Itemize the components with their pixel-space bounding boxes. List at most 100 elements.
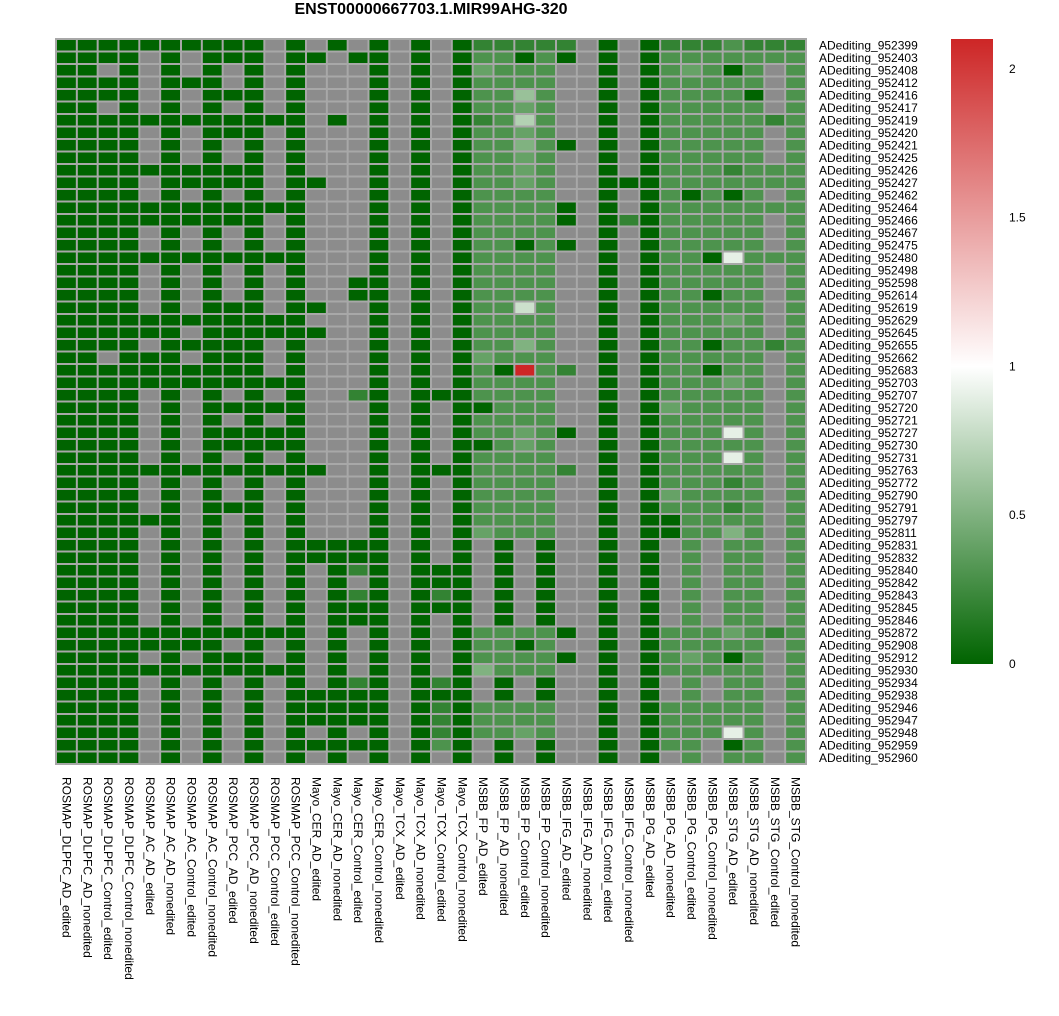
heatmap-cell xyxy=(557,77,576,88)
heatmap-cell xyxy=(57,590,76,601)
heatmap-cell xyxy=(452,402,472,413)
heatmap-cell xyxy=(223,402,243,413)
heatmap-cell xyxy=(577,590,597,601)
heatmap-cell xyxy=(265,552,285,563)
heatmap-cell xyxy=(286,527,305,538)
heatmap-cell xyxy=(327,415,347,426)
heatmap-cell xyxy=(619,465,639,476)
heatmap-cell xyxy=(57,52,76,63)
heatmap-cell xyxy=(119,452,139,463)
heatmap-cell xyxy=(702,552,722,563)
heatmap-cell xyxy=(723,727,743,738)
heatmap-cell xyxy=(390,40,410,51)
heatmap-cell xyxy=(515,415,535,426)
row-label: ADediting_952416 xyxy=(819,88,918,102)
heatmap-cell xyxy=(348,177,368,188)
heatmap-cell xyxy=(202,552,222,563)
heatmap-cell xyxy=(307,140,326,151)
heatmap-cell xyxy=(348,90,368,101)
heatmap-cell xyxy=(286,202,305,213)
heatmap-cell xyxy=(244,652,264,663)
heatmap-cell xyxy=(786,290,805,301)
heatmap-cell xyxy=(723,202,743,213)
heatmap-cell xyxy=(536,390,555,401)
heatmap-cell xyxy=(202,365,222,376)
heatmap-cell xyxy=(202,515,222,526)
heatmap-cell xyxy=(557,390,576,401)
heatmap-cell xyxy=(598,90,618,101)
row-label: ADediting_952629 xyxy=(819,313,918,327)
heatmap-cell xyxy=(765,540,785,551)
heatmap-cell xyxy=(202,715,222,726)
heatmap-cell xyxy=(286,215,305,226)
heatmap-cell xyxy=(494,402,514,413)
heatmap-cell xyxy=(369,465,389,476)
heatmap-cell xyxy=(140,52,160,63)
heatmap-cell xyxy=(765,440,785,451)
heatmap-cell xyxy=(327,302,347,313)
heatmap-cell xyxy=(744,715,764,726)
heatmap-cell xyxy=(202,77,222,88)
heatmap-cell xyxy=(598,352,618,363)
heatmap-cell xyxy=(536,290,555,301)
heatmap-cell xyxy=(265,252,285,263)
heatmap-cell xyxy=(744,77,764,88)
heatmap-cell xyxy=(348,502,368,513)
heatmap-cell xyxy=(390,740,410,751)
heatmap-cell xyxy=(286,177,305,188)
heatmap-cell xyxy=(348,627,368,638)
heatmap-cell xyxy=(98,490,118,501)
heatmap-cell xyxy=(140,515,160,526)
heatmap-cell xyxy=(265,127,285,138)
heatmap-cell xyxy=(452,365,472,376)
heatmap-cell xyxy=(369,77,389,88)
heatmap-cell xyxy=(327,702,347,713)
heatmap-cell xyxy=(348,690,368,701)
heatmap-cell xyxy=(307,402,326,413)
heatmap-cell xyxy=(265,540,285,551)
heatmap-cell xyxy=(786,552,805,563)
heatmap-cell xyxy=(348,440,368,451)
heatmap-cell xyxy=(515,290,535,301)
heatmap-cell xyxy=(77,265,97,276)
heatmap-cell xyxy=(140,252,160,263)
heatmap-cell xyxy=(452,727,472,738)
heatmap-cell xyxy=(161,240,180,251)
heatmap-cell xyxy=(744,627,764,638)
heatmap-cell xyxy=(536,340,555,351)
heatmap-cell xyxy=(640,602,660,613)
heatmap-cell xyxy=(702,52,722,63)
heatmap-cell xyxy=(348,240,368,251)
heatmap-cell xyxy=(432,327,451,338)
heatmap-cell xyxy=(515,190,535,201)
heatmap-cell xyxy=(536,477,555,488)
heatmap-cell xyxy=(619,640,639,651)
heatmap-cell xyxy=(307,327,326,338)
heatmap-cell xyxy=(452,427,472,438)
heatmap-cell xyxy=(765,640,785,651)
heatmap-cell xyxy=(265,640,285,651)
heatmap-cell xyxy=(432,627,451,638)
heatmap-cell xyxy=(640,77,660,88)
heatmap-cell xyxy=(348,315,368,326)
heatmap-cell xyxy=(140,490,160,501)
heatmap-cell xyxy=(723,440,743,451)
heatmap-cell xyxy=(411,215,430,226)
heatmap-cell xyxy=(286,240,305,251)
heatmap-cell xyxy=(182,490,201,501)
heatmap-cell xyxy=(244,615,264,626)
heatmap-cell xyxy=(432,40,451,51)
heatmap-cell xyxy=(307,527,326,538)
heatmap-cell xyxy=(327,565,347,576)
heatmap-cell xyxy=(223,640,243,651)
heatmap-cell xyxy=(202,352,222,363)
heatmap-cell xyxy=(265,740,285,751)
heatmap-cell xyxy=(411,365,430,376)
heatmap-cell xyxy=(765,602,785,613)
heatmap-cell xyxy=(557,440,576,451)
heatmap-cell xyxy=(723,227,743,238)
heatmap-cell xyxy=(557,315,576,326)
heatmap-cell xyxy=(765,502,785,513)
heatmap-cell xyxy=(536,90,555,101)
heatmap-cell xyxy=(119,390,139,401)
